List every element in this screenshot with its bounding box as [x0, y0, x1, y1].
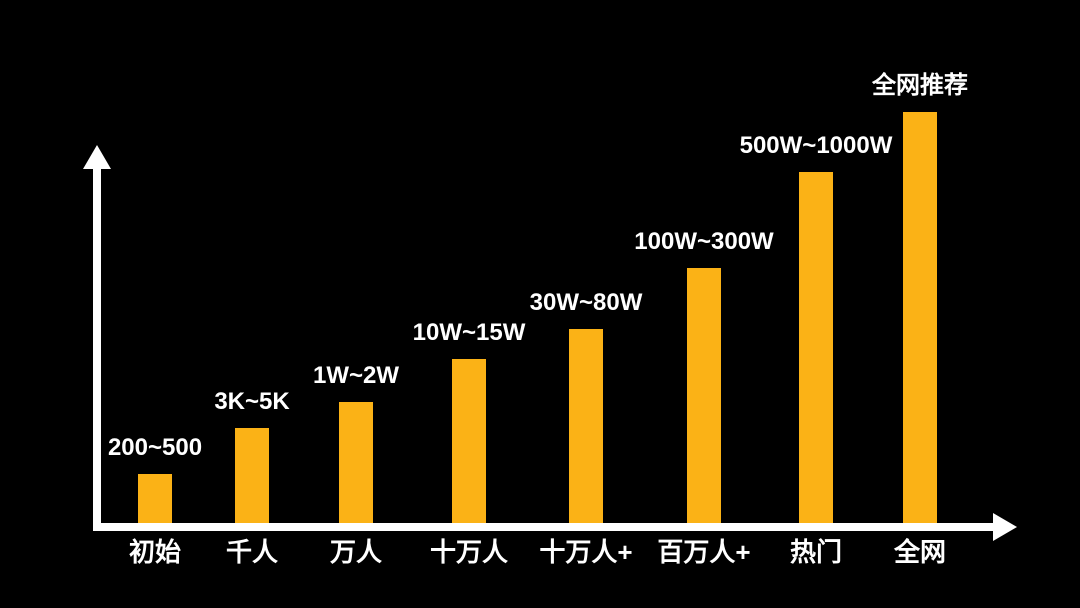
x-axis-label: 百万人+ — [657, 537, 751, 567]
bar — [138, 474, 172, 523]
bar-value-label: 200~500 — [107, 434, 203, 461]
x-axis-label: 十万人+ — [539, 537, 633, 567]
x-axis-label: 十万人 — [429, 537, 508, 567]
x-axis-arrow-icon — [993, 513, 1017, 541]
bar-value-label: 10W~15W — [412, 319, 526, 346]
x-axis-label: 初始 — [128, 537, 181, 567]
x-axis-label: 全网 — [893, 537, 946, 567]
y-axis-arrow-icon — [83, 145, 111, 169]
x-axis-label: 万人 — [329, 537, 382, 567]
x-axis-label: 热门 — [789, 537, 842, 567]
x-axis-line — [93, 523, 996, 531]
bar-value-label: 500W~1000W — [739, 132, 893, 159]
y-axis-line — [93, 166, 101, 531]
bar — [569, 329, 603, 523]
bar — [235, 428, 269, 523]
bar-value-label: 100W~300W — [634, 228, 774, 255]
x-axis-label: 千人 — [225, 537, 278, 567]
bar — [687, 268, 721, 523]
bar — [452, 359, 486, 523]
bar — [339, 402, 373, 523]
bar-value-label: 全网推荐 — [872, 72, 968, 99]
bar-value-label: 30W~80W — [529, 289, 643, 316]
bar-value-label: 3K~5K — [214, 388, 290, 415]
bar — [903, 112, 937, 523]
bar-value-label: 1W~2W — [312, 362, 399, 389]
bar — [799, 172, 833, 523]
